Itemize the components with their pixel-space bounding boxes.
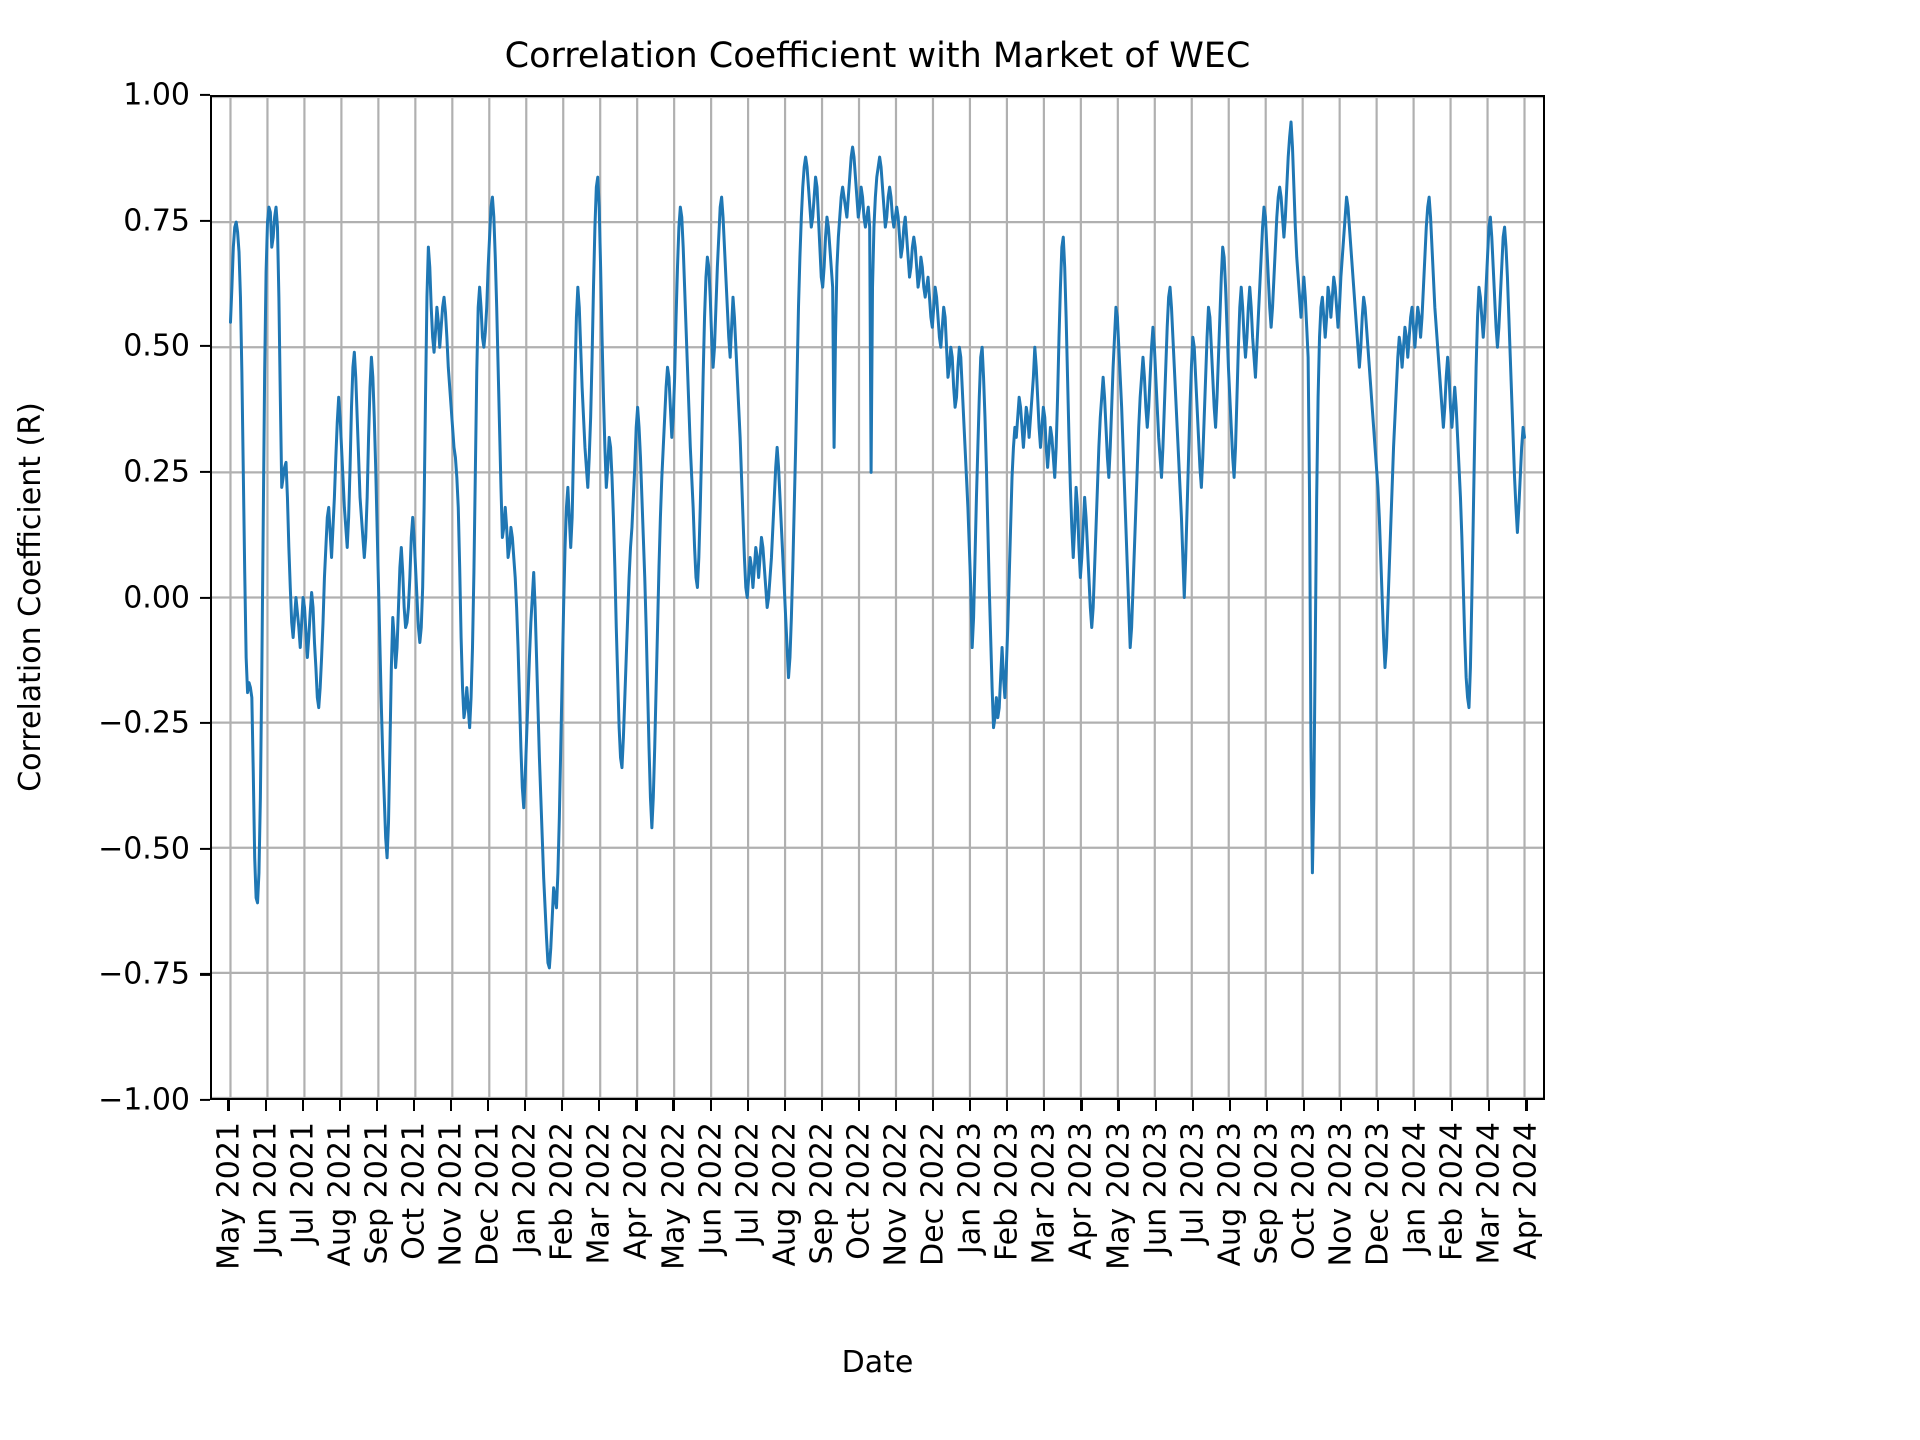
y-tick-label: −0.25 (98, 705, 190, 741)
x-tick-label: Oct 2023 (1286, 1122, 1322, 1260)
y-tick-mark (200, 93, 210, 97)
x-tick-label: May 2023 (1101, 1122, 1137, 1270)
x-tick-mark (857, 1100, 861, 1111)
y-tick-mark (200, 345, 210, 348)
y-tick-mark (200, 596, 210, 599)
x-tick-mark (969, 1100, 972, 1111)
x-tick-mark (635, 1100, 638, 1111)
x-tick-mark (1265, 1100, 1268, 1111)
y-tick-label: −1.00 (98, 1082, 190, 1118)
x-tick-label: Sep 2021 (359, 1122, 395, 1265)
x-tick-label: Apr 2024 (1508, 1122, 1544, 1260)
x-tick-label: Jun 2022 (693, 1122, 729, 1255)
x-tick-mark (1154, 1100, 1157, 1111)
x-tick-label: Aug 2022 (767, 1122, 803, 1267)
x-tick-mark (598, 1100, 601, 1111)
x-tick-label: Mar 2024 (1471, 1122, 1507, 1265)
x-tick-label: Jun 2021 (248, 1122, 284, 1255)
x-tick-mark (301, 1100, 304, 1111)
y-tick-label: 0.75 (123, 203, 190, 239)
x-tick-label: Nov 2022 (878, 1122, 914, 1267)
x-tick-label: Feb 2024 (1434, 1122, 1470, 1261)
x-tick-mark (709, 1100, 712, 1111)
x-tick-mark (746, 1100, 749, 1111)
x-tick-label: Aug 2021 (322, 1122, 358, 1267)
y-tick-mark (200, 470, 210, 473)
grid-lines (212, 97, 1543, 1098)
x-tick-label: Oct 2022 (841, 1122, 877, 1260)
x-tick-label: Nov 2023 (1323, 1122, 1359, 1267)
x-tick-mark (1302, 1100, 1306, 1111)
y-tick-label: −0.75 (98, 956, 190, 992)
x-tick-mark (1414, 1100, 1417, 1111)
x-tick-label: Jul 2023 (1175, 1122, 1211, 1245)
x-tick-label: Apr 2023 (1063, 1122, 1099, 1260)
plot-area (210, 95, 1545, 1100)
x-tick-label: Mar 2022 (581, 1122, 617, 1265)
x-tick-mark (932, 1100, 935, 1111)
x-tick-mark (227, 1100, 230, 1111)
x-tick-label: Dec 2021 (470, 1122, 506, 1266)
x-tick-mark (449, 1100, 453, 1111)
x-tick-mark (672, 1100, 675, 1111)
x-tick-mark (1488, 1100, 1491, 1111)
y-tick-label: 1.00 (123, 77, 190, 113)
x-tick-mark (1191, 1100, 1194, 1111)
page-title: Correlation Coefficient with Market of W… (504, 36, 1251, 76)
x-tick-label: Oct 2021 (396, 1122, 432, 1260)
y-tick-mark (200, 1098, 210, 1102)
x-tick-mark (1451, 1100, 1454, 1111)
x-tick-mark (561, 1100, 564, 1111)
x-tick-mark (1080, 1100, 1083, 1111)
x-tick-label: Nov 2021 (433, 1122, 469, 1267)
x-tick-label: Feb 2023 (989, 1122, 1025, 1261)
x-tick-label: Jan 2024 (1397, 1122, 1433, 1255)
y-tick-label: −0.50 (98, 831, 190, 867)
x-tick-mark (820, 1100, 823, 1111)
x-tick-mark (264, 1100, 267, 1111)
y-tick-mark (200, 847, 210, 850)
x-tick-mark (1525, 1100, 1528, 1111)
x-tick-label: Jul 2022 (730, 1122, 766, 1245)
x-tick-label: Jul 2021 (285, 1122, 321, 1245)
x-tick-mark (1043, 1100, 1046, 1111)
x-tick-label: Jun 2023 (1138, 1122, 1174, 1255)
x-tick-mark (783, 1100, 786, 1111)
x-tick-mark (894, 1100, 898, 1111)
x-tick-label: Sep 2022 (804, 1122, 840, 1265)
x-tick-label: Sep 2023 (1249, 1122, 1285, 1265)
x-tick-label: Mar 2023 (1026, 1122, 1062, 1265)
x-tick-label: May 2022 (656, 1122, 692, 1270)
x-tick-mark (375, 1100, 378, 1111)
y-tick-mark (200, 973, 210, 976)
x-tick-mark (524, 1100, 527, 1111)
correlation-line-series (212, 97, 1543, 1098)
x-tick-label: Dec 2023 (1360, 1122, 1396, 1266)
x-tick-mark (1339, 1100, 1343, 1111)
x-tick-mark (412, 1100, 416, 1111)
x-tick-mark (1377, 1100, 1380, 1111)
y-tick-mark (200, 219, 210, 222)
y-tick-mark (200, 722, 210, 725)
y-tick-label: 0.00 (123, 580, 190, 615)
x-tick-mark (1117, 1100, 1120, 1111)
x-tick-mark (487, 1100, 490, 1111)
x-tick-label: Apr 2022 (618, 1122, 654, 1260)
x-tick-mark (338, 1100, 341, 1111)
x-tick-label: Dec 2022 (915, 1122, 951, 1266)
y-tick-label: 0.25 (123, 454, 190, 490)
x-tick-mark (1006, 1100, 1009, 1111)
x-tick-label: Feb 2022 (544, 1122, 580, 1261)
x-axis-label: Date (841, 1345, 914, 1380)
x-tick-label: Jan 2023 (952, 1122, 988, 1255)
x-tick-label: Aug 2023 (1212, 1122, 1248, 1267)
y-tick-label: 0.50 (123, 328, 190, 364)
x-tick-label: Jan 2022 (507, 1122, 543, 1255)
x-tick-label: May 2021 (211, 1122, 247, 1270)
x-tick-mark (1228, 1100, 1231, 1111)
